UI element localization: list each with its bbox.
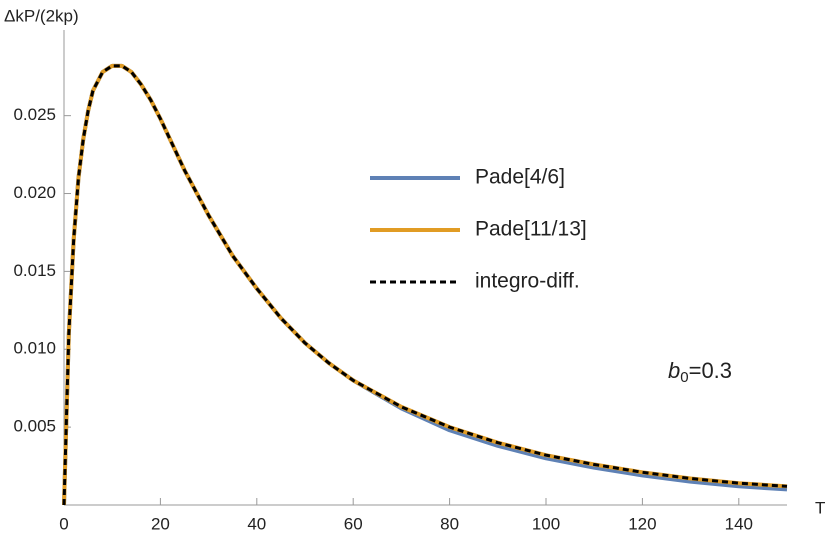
y-tick-label: 0.025 <box>13 105 56 124</box>
x-tick-label: 140 <box>725 514 753 533</box>
legend-label: Pade[4/6] <box>475 166 565 189</box>
x-tick-label: 0 <box>59 514 68 533</box>
y-tick-label: 0.010 <box>13 339 56 358</box>
annotation-subscript: 0 <box>680 369 688 386</box>
x-tick-label: 120 <box>628 514 656 533</box>
y-tick-label: 0.020 <box>13 183 56 202</box>
legend-label: Pade[11/13] <box>475 218 587 241</box>
series-line <box>62 63 788 506</box>
x-tick-label: 100 <box>532 514 560 533</box>
series-line <box>62 64 788 506</box>
x-axis-label: T <box>815 498 825 517</box>
series-line <box>62 63 788 506</box>
x-tick-label: 40 <box>247 514 266 533</box>
annotation-base: b <box>668 358 680 383</box>
x-tick-label: 20 <box>151 514 170 533</box>
y-tick-label: 0.015 <box>13 261 56 280</box>
annotation: b0=0.3 <box>668 358 732 386</box>
y-axis-label: ΔkP/(2kp) <box>4 6 79 25</box>
annotation-suffix: =0.3 <box>689 358 732 383</box>
y-tick-label: 0.005 <box>13 417 56 436</box>
legend-label: integro-diff. <box>475 270 580 293</box>
x-tick-label: 80 <box>440 514 459 533</box>
x-tick-label: 60 <box>344 514 363 533</box>
